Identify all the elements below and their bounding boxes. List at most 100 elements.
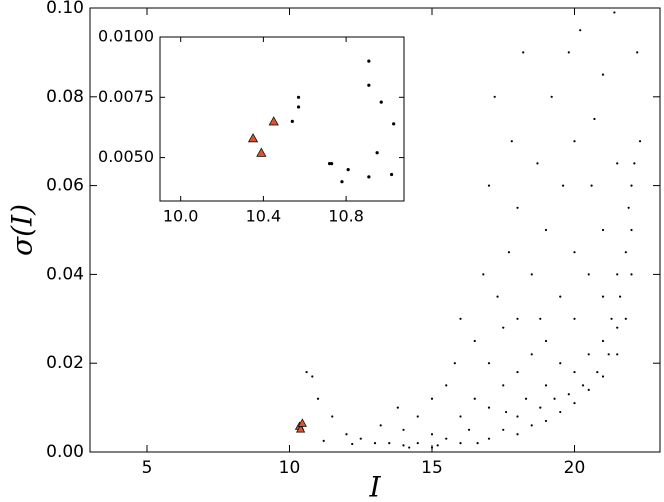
y-tick-label: 0.0100 bbox=[98, 27, 154, 46]
point bbox=[487, 406, 491, 409]
point bbox=[567, 51, 570, 54]
x-axis-label: I bbox=[368, 471, 381, 502]
point bbox=[587, 388, 590, 391]
y-tick-label: 0.0075 bbox=[98, 87, 154, 106]
triangle-point bbox=[296, 424, 306, 433]
point bbox=[559, 410, 562, 414]
triangle-point bbox=[297, 418, 307, 427]
point bbox=[402, 428, 405, 431]
point bbox=[430, 446, 434, 449]
y-tick-label: 0.06 bbox=[46, 176, 84, 196]
point bbox=[613, 11, 616, 14]
x-tick-label: 10.8 bbox=[328, 207, 364, 226]
point bbox=[630, 184, 633, 187]
point bbox=[502, 384, 505, 387]
point bbox=[487, 437, 491, 440]
x-tick-label: 15 bbox=[421, 458, 443, 478]
point bbox=[367, 175, 371, 179]
point bbox=[496, 295, 499, 298]
x-tick-label: 10.0 bbox=[163, 207, 199, 226]
point bbox=[473, 339, 476, 343]
point bbox=[392, 122, 396, 126]
point bbox=[624, 317, 627, 320]
point bbox=[633, 162, 636, 165]
point bbox=[573, 370, 576, 374]
point bbox=[459, 317, 462, 320]
point bbox=[367, 83, 371, 87]
point bbox=[482, 273, 485, 276]
point bbox=[487, 184, 491, 187]
point bbox=[416, 415, 419, 418]
point bbox=[559, 362, 562, 365]
point bbox=[453, 362, 456, 365]
point bbox=[331, 415, 334, 418]
point bbox=[601, 295, 605, 298]
point bbox=[616, 162, 619, 165]
point bbox=[601, 375, 605, 378]
point bbox=[601, 339, 605, 343]
point bbox=[340, 180, 344, 184]
point bbox=[290, 119, 294, 124]
point bbox=[388, 442, 391, 445]
point bbox=[567, 393, 570, 396]
point bbox=[573, 402, 576, 405]
point bbox=[516, 370, 519, 374]
point bbox=[616, 273, 619, 276]
triangle-point bbox=[247, 133, 259, 143]
point bbox=[530, 424, 533, 427]
point bbox=[459, 442, 462, 445]
triangle-point bbox=[268, 116, 279, 126]
point bbox=[436, 444, 439, 447]
point bbox=[502, 326, 505, 329]
point bbox=[467, 428, 471, 431]
point bbox=[476, 442, 479, 445]
point bbox=[601, 228, 605, 232]
point bbox=[573, 317, 576, 320]
point bbox=[573, 140, 576, 143]
point bbox=[502, 428, 505, 431]
y-tick-label: 0.02 bbox=[46, 353, 84, 373]
point bbox=[624, 251, 627, 254]
point bbox=[379, 424, 382, 427]
point bbox=[562, 184, 565, 187]
point bbox=[402, 444, 405, 447]
y-tick-label: 0.08 bbox=[46, 87, 84, 107]
point bbox=[544, 228, 548, 232]
point bbox=[430, 397, 434, 400]
point bbox=[379, 100, 383, 104]
point bbox=[296, 95, 301, 99]
y-axis-label: σ(I) bbox=[6, 204, 39, 256]
point bbox=[473, 397, 476, 400]
y-tick-label: 0.00 bbox=[46, 442, 84, 462]
point bbox=[507, 251, 511, 254]
point bbox=[616, 353, 619, 356]
x-tick-label: 5 bbox=[142, 458, 153, 478]
point bbox=[579, 29, 582, 32]
point bbox=[311, 375, 314, 378]
point bbox=[550, 95, 553, 98]
point bbox=[593, 117, 596, 121]
point bbox=[351, 442, 354, 446]
point bbox=[544, 339, 548, 343]
point bbox=[536, 162, 539, 165]
point bbox=[487, 362, 491, 365]
point bbox=[505, 410, 508, 414]
point bbox=[530, 353, 533, 356]
point bbox=[630, 273, 633, 276]
point bbox=[373, 442, 377, 445]
point bbox=[396, 406, 399, 409]
point bbox=[346, 168, 350, 172]
point bbox=[573, 251, 576, 254]
x-tick-label: 10.4 bbox=[246, 207, 282, 226]
x-tick-label: 20 bbox=[564, 458, 586, 478]
point bbox=[367, 59, 371, 63]
point bbox=[359, 437, 362, 440]
point bbox=[510, 140, 513, 143]
point bbox=[330, 162, 334, 166]
point bbox=[619, 295, 622, 298]
point bbox=[445, 437, 448, 440]
point bbox=[596, 370, 599, 374]
point bbox=[610, 317, 613, 320]
point bbox=[345, 433, 348, 436]
